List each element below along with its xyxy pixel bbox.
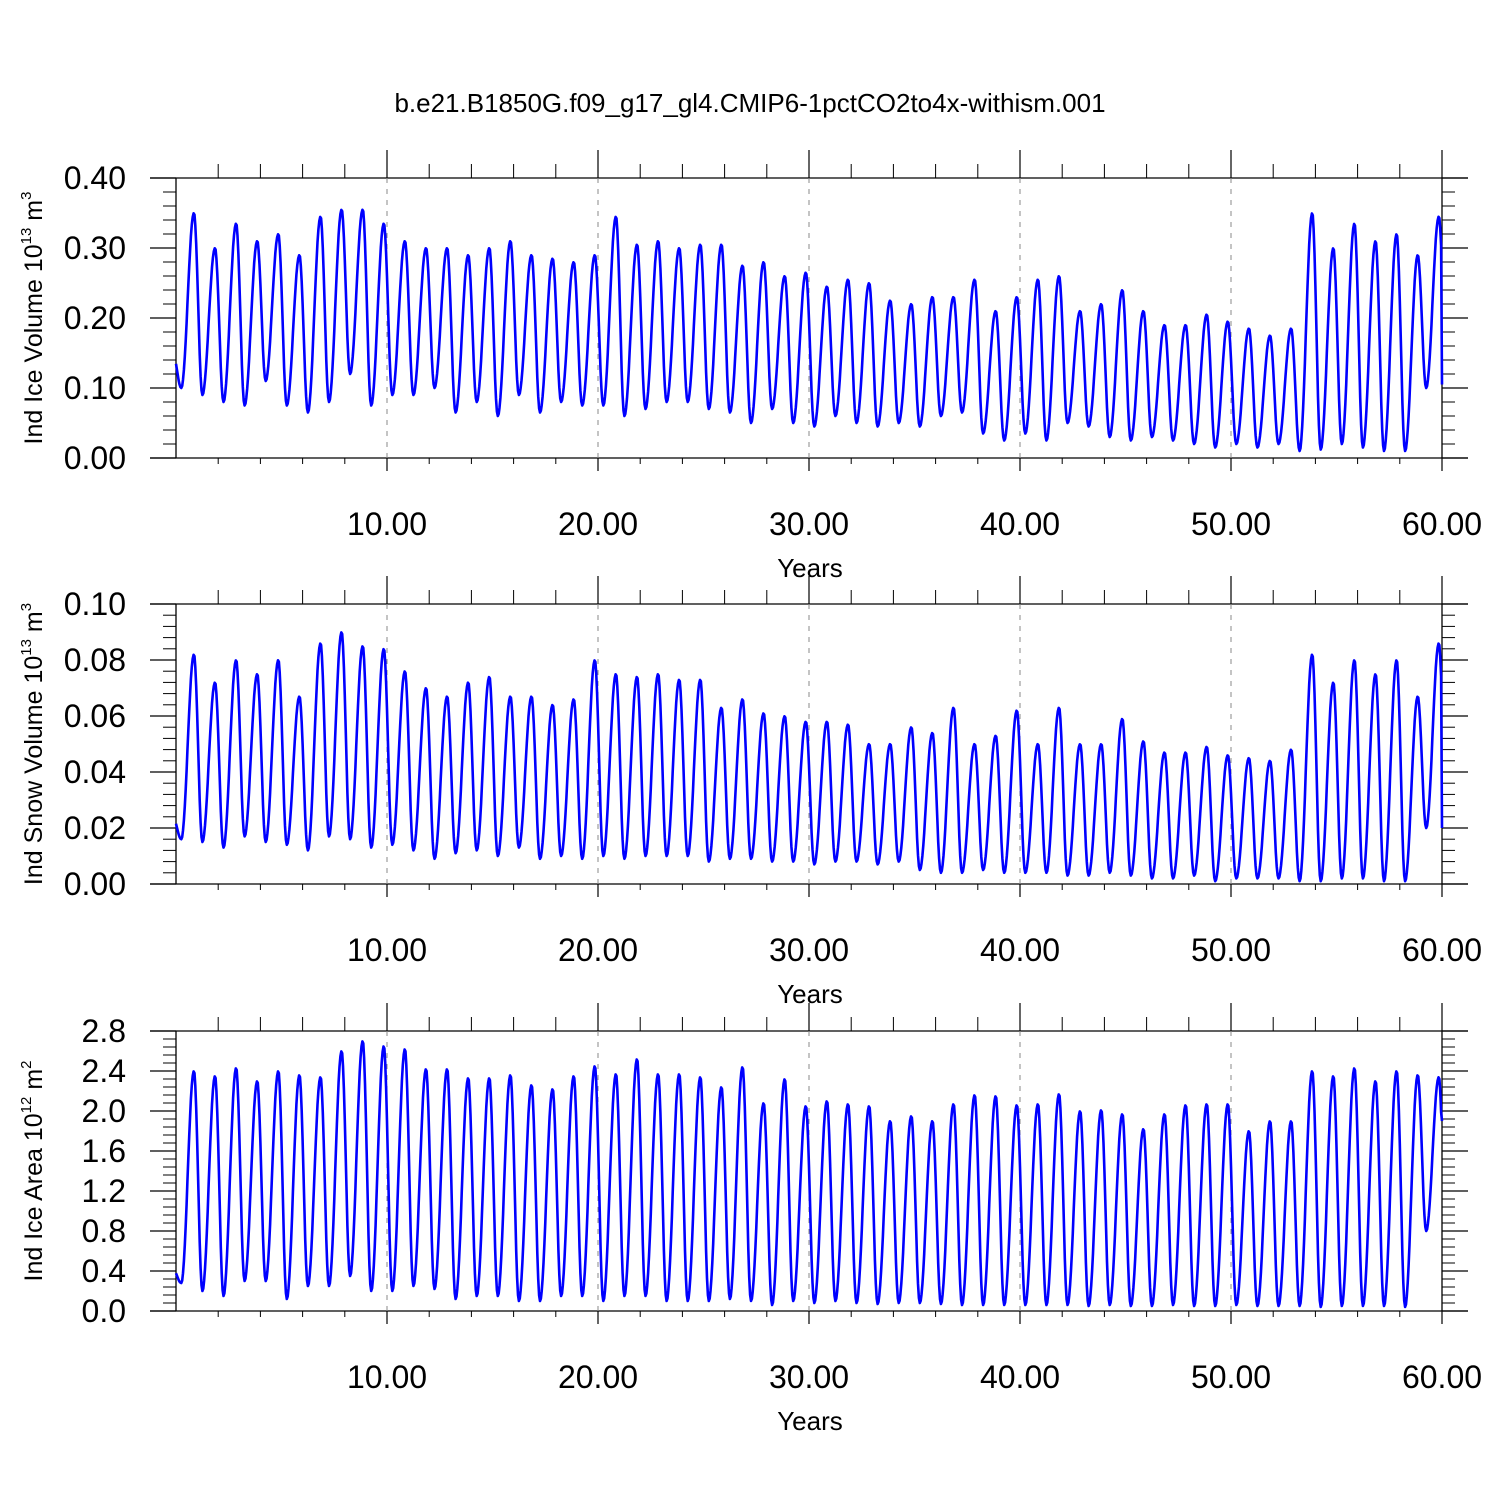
y-tick-label: 0.10: [64, 370, 126, 406]
y-tick-label: 0.0: [82, 1293, 126, 1329]
y-tick-label: 0.02: [64, 810, 126, 846]
x-tick-label: 20.00: [558, 1359, 638, 1395]
x-tick-label: 20.00: [558, 506, 638, 542]
x-tick-label: 30.00: [769, 1359, 849, 1395]
x-tick-label: 10.00: [347, 932, 427, 968]
y-tick-label: 0.00: [64, 440, 126, 476]
y-tick-label: 0.04: [64, 754, 126, 790]
x-tick-label: 60.00: [1402, 932, 1482, 968]
x-tick-label: 60.00: [1402, 506, 1482, 542]
x-tick-label: 30.00: [769, 932, 849, 968]
y-tick-label: 0.06: [64, 698, 126, 734]
y-tick-label: 0.10: [64, 586, 126, 622]
y-tick-label: 0.20: [64, 300, 126, 336]
series-line: [174, 208, 1444, 453]
x-tick-label: 50.00: [1191, 932, 1271, 968]
x-tick-label: 10.00: [347, 506, 427, 542]
y-axis-label: Ind Ice Volume 1013 m3: [18, 192, 48, 445]
y-tick-label: 0.8: [82, 1213, 126, 1249]
x-axis-label: Years: [777, 1406, 843, 1436]
panel-ice-area: 10.00 20.00 30.00 40.00 50.00 60.00 Years 0.0 0.…: [18, 1003, 1482, 1436]
panel-ice-volume: 10.00 20.00 30.00 40.00 50.00 60.00 Years 0.00 0…: [18, 150, 1482, 583]
x-tick-label: 40.00: [980, 506, 1060, 542]
x-tick-label: 50.00: [1191, 1359, 1271, 1395]
y-tick-label: 0.08: [64, 642, 126, 678]
panel-snow-volume: 10.00 20.00 30.00 40.00 50.00 60.00 Years 0.00 0…: [18, 576, 1482, 1009]
x-tick-label: 30.00: [769, 506, 849, 542]
series-line: [174, 631, 1444, 883]
x-tick-label: 40.00: [980, 1359, 1060, 1395]
y-tick-label: 2.4: [82, 1053, 126, 1089]
x-tick-label: 60.00: [1402, 1359, 1482, 1395]
y-tick-label: 0.40: [64, 160, 126, 196]
y-tick-label: 1.2: [82, 1173, 126, 1209]
x-tick-label: 50.00: [1191, 506, 1271, 542]
x-tick-label: 10.00: [347, 1359, 427, 1395]
y-axis-label: Ind Snow Volume 1013 m3: [18, 603, 48, 885]
y-tick-label: 2.0: [82, 1093, 126, 1129]
y-tick-label: 2.8: [82, 1013, 126, 1049]
series-line: [174, 1040, 1444, 1309]
y-tick-label: 0.4: [82, 1253, 126, 1289]
x-tick-label: 40.00: [980, 932, 1060, 968]
x-axis-label: Years: [777, 553, 843, 583]
y-tick-label: 1.6: [82, 1133, 126, 1169]
x-axis-label: Years: [777, 979, 843, 1009]
y-tick-label: 0.00: [64, 866, 126, 902]
y-axis-label: Ind Ice Area 1012 m2: [18, 1061, 48, 1282]
y-tick-label: 0.30: [64, 230, 126, 266]
x-tick-label: 20.00: [558, 932, 638, 968]
figure-title: b.e21.B1850G.f09_g17_gl4.CMIP6-1pctCO2to…: [394, 88, 1105, 118]
